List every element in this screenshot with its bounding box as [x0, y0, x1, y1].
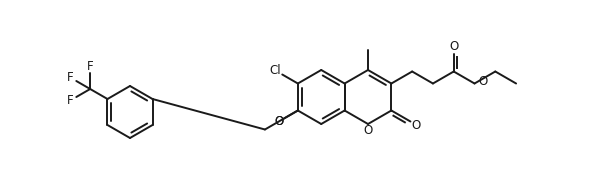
Text: O: O: [364, 124, 373, 137]
Text: O: O: [412, 119, 421, 132]
Text: O: O: [449, 40, 458, 53]
Text: F: F: [87, 60, 94, 73]
Text: F: F: [67, 71, 74, 84]
Text: O: O: [479, 75, 488, 88]
Text: O: O: [274, 115, 283, 128]
Text: Cl: Cl: [269, 64, 281, 77]
Text: F: F: [67, 94, 74, 107]
Text: O: O: [274, 115, 283, 128]
